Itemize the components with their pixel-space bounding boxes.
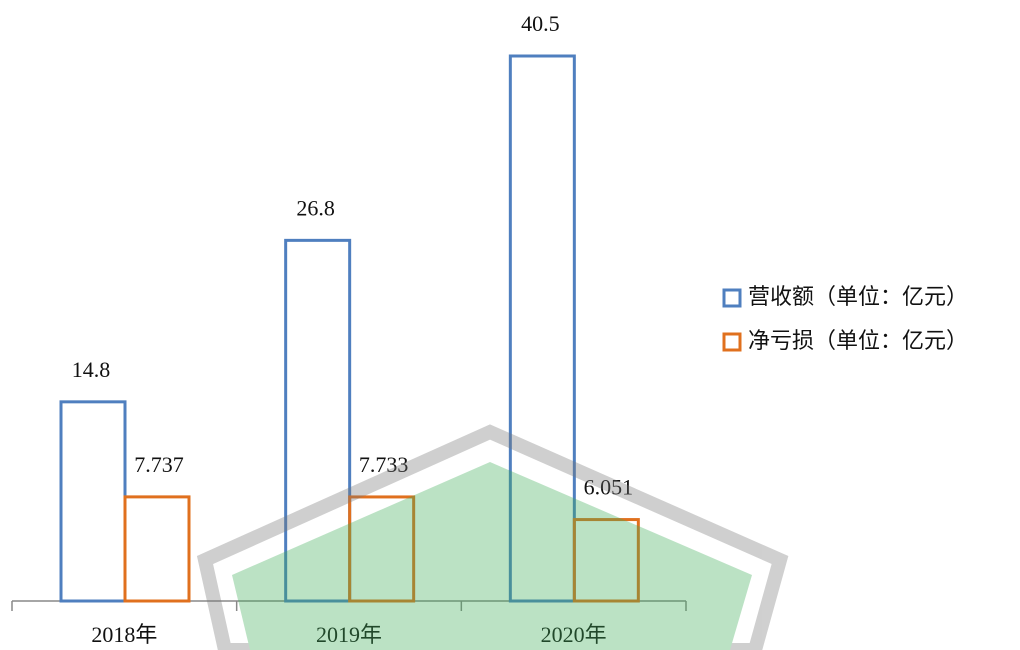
bar [572, 518, 640, 603]
x-tick-label: 2019年 [316, 622, 382, 647]
x-axis: 2018年 2019年 2020年 [11, 600, 687, 647]
data-label: 7.733 [359, 452, 409, 477]
data-label: 14.8 [72, 357, 111, 382]
x-tick-label: 2018年 [91, 622, 157, 647]
bar [508, 54, 576, 603]
bar [284, 238, 352, 603]
legend-swatch [722, 288, 742, 308]
legend: 营收额（单位：亿元） 净亏损（单位：亿元） [722, 284, 968, 353]
bar [348, 495, 416, 603]
data-label: 26.8 [296, 195, 335, 220]
data-label: 40.5 [521, 11, 560, 36]
data-label: 7.737 [134, 452, 184, 477]
x-tick-label: 2020年 [541, 622, 607, 647]
legend-label: 净亏损（单位：亿元） [748, 328, 968, 353]
legend-swatch [722, 332, 742, 352]
watermark [196, 424, 789, 650]
legend-label: 营收额（单位：亿元） [748, 284, 968, 309]
bars: 14.8 7.737 26.8 7.733 40.5 6.051 [59, 11, 640, 603]
bar [59, 400, 127, 603]
data-label: 6.051 [584, 475, 634, 500]
bar [123, 495, 191, 603]
